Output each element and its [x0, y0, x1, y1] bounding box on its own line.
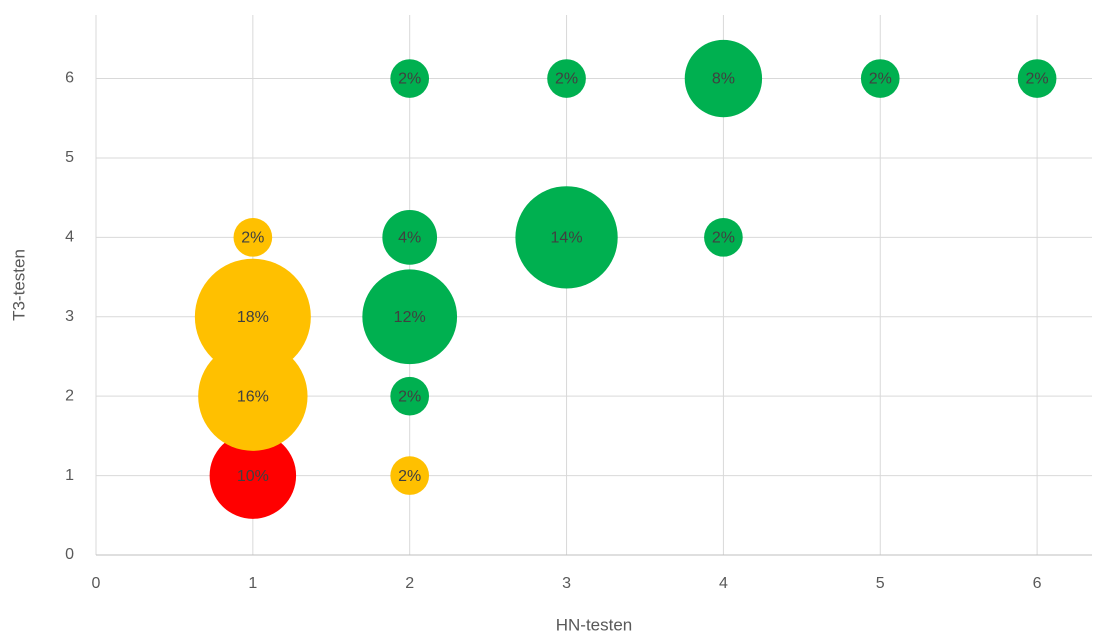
- data-label: 2%: [555, 71, 578, 88]
- bubble: [390, 376, 430, 416]
- data-label: 2%: [398, 388, 421, 405]
- x-tick-label: 3: [562, 575, 571, 592]
- y-tick-label: 5: [65, 149, 74, 166]
- x-tick-label: 5: [876, 575, 885, 592]
- bubble: [382, 210, 438, 265]
- bubble: [194, 258, 311, 375]
- data-label: 2%: [1026, 71, 1049, 88]
- y-tick-label: 0: [65, 546, 74, 563]
- bubble: [390, 59, 430, 98]
- data-label: 10%: [237, 468, 269, 485]
- bubble: [1017, 59, 1057, 98]
- x-tick-label: 0: [92, 575, 101, 592]
- data-label: 8%: [712, 71, 735, 88]
- data-label: 2%: [241, 230, 264, 247]
- y-tick-label: 6: [65, 70, 74, 87]
- bubble: [198, 341, 308, 451]
- bubble: [209, 432, 297, 519]
- y-tick-label: 3: [65, 308, 74, 325]
- data-label: 16%: [237, 388, 269, 405]
- data-label: 4%: [398, 230, 421, 247]
- data-label: 2%: [869, 71, 892, 88]
- x-axis-title: HN-testen: [556, 615, 633, 634]
- x-tick-label: 1: [248, 575, 257, 592]
- data-label: 18%: [237, 309, 269, 326]
- x-tick-label: 6: [1033, 575, 1042, 592]
- data-label: 14%: [551, 230, 583, 247]
- x-tick-label: 4: [719, 575, 728, 592]
- bubble: [547, 59, 586, 98]
- data-label: 2%: [712, 230, 735, 247]
- bubble: [233, 218, 273, 257]
- data-label: 2%: [398, 71, 421, 88]
- y-tick-label: 2: [65, 387, 74, 404]
- y-tick-label: 1: [65, 467, 74, 484]
- bubble: [515, 186, 618, 289]
- data-label: 2%: [398, 468, 421, 485]
- y-tick-label: 4: [65, 229, 74, 246]
- x-tick-label: 2: [405, 575, 414, 592]
- bubble: [704, 218, 743, 257]
- bubble: [390, 456, 430, 495]
- bubble: [362, 269, 458, 365]
- data-label: 12%: [394, 309, 426, 326]
- bubble: [684, 39, 763, 118]
- bubble: [860, 59, 900, 98]
- y-axis-title: T3-testen: [9, 249, 28, 321]
